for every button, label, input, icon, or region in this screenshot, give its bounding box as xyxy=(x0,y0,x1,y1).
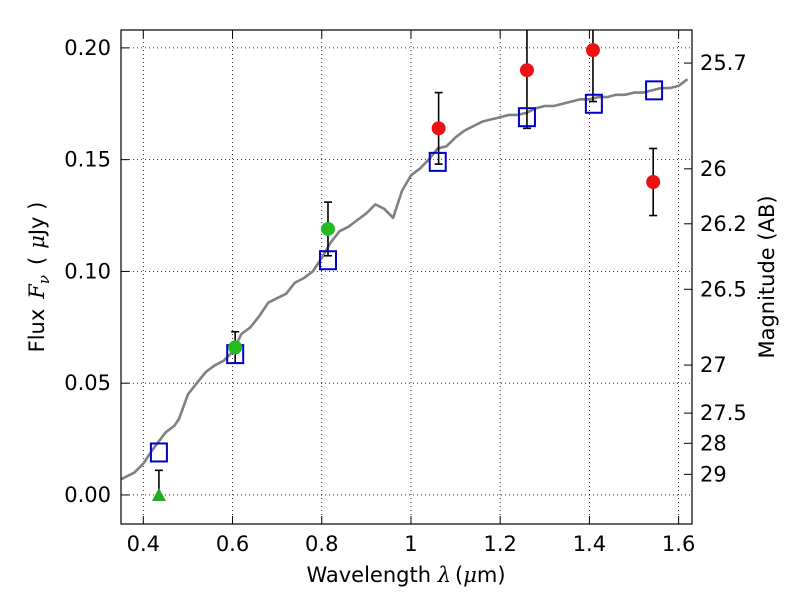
model-photometry-square xyxy=(517,107,536,128)
x-tick-label: 0.6 xyxy=(216,532,249,556)
magnitude-tick-label: 27 xyxy=(700,353,727,377)
x-tick-label: 0.8 xyxy=(305,532,338,556)
x-tick-label: 1.2 xyxy=(483,532,516,556)
y-tick-label: 0.10 xyxy=(64,259,111,283)
model-photometry-square xyxy=(428,151,447,172)
ticks: 0.4 0.6 0.8 1 1.2 1.4 1.6 0.00 0.05 0.10 0.15 0.20 2… xyxy=(64,30,747,556)
model-photometry-square xyxy=(318,250,337,271)
magnitude-axis-title: Magnitude (AB) xyxy=(755,195,779,358)
y-axis-unit-rest: Jy ) xyxy=(25,202,49,238)
upper-limit-triangle xyxy=(151,487,166,501)
grid xyxy=(121,30,692,524)
plot-frame xyxy=(120,29,693,525)
x-tick-label: 0.4 xyxy=(127,532,160,556)
y-axis-title: Flux Fν ( μJy ) xyxy=(25,202,53,353)
magnitude-tick-label: 28 xyxy=(700,431,727,455)
magnitude-tick-label: 26 xyxy=(700,157,727,181)
x-axis-symbol: λ xyxy=(437,563,451,587)
nir-detection-point xyxy=(646,175,661,189)
y-axis-unit-open: ( xyxy=(25,257,49,265)
x-axis-unit-rest: m) xyxy=(477,563,506,587)
spectrum-line-layer xyxy=(120,78,689,481)
x-tick-label: 1.4 xyxy=(573,532,606,556)
y-axis-label: Flux xyxy=(25,309,49,353)
optical-detection-point xyxy=(228,340,243,355)
model-spectrum-line xyxy=(120,78,689,481)
y-axis-subscript: ν xyxy=(35,275,53,284)
y-axis-symbol: F xyxy=(25,283,49,300)
nir-detection-point xyxy=(519,63,534,78)
magnitude-tick-label: 25.7 xyxy=(700,51,747,75)
x-axis-label: Wavelength xyxy=(306,563,431,587)
magnitude-tick-label: 29 xyxy=(700,462,727,486)
y-tick-label: 0.20 xyxy=(64,36,111,60)
y-tick-label: 0.15 xyxy=(64,148,111,172)
x-tick-label: 1 xyxy=(404,532,417,556)
model-photometry-square xyxy=(645,80,664,101)
model-photometry-square xyxy=(149,442,168,463)
x-axis-unit-open: ( xyxy=(455,563,463,587)
nir-detection-point xyxy=(431,121,446,136)
y-tick-label: 0.05 xyxy=(64,371,111,395)
x-axis-title: Wavelength λ (μm) xyxy=(306,563,505,587)
magnitude-tick-label: 27.5 xyxy=(700,401,747,425)
x-axis-unit-mu: μ xyxy=(463,563,477,587)
nir-detection-point xyxy=(585,43,600,58)
markers xyxy=(149,43,664,501)
magnitude-tick-label: 26.5 xyxy=(700,277,747,301)
model-photometry-square xyxy=(584,93,603,114)
y-axis-unit-mu: μ xyxy=(25,235,49,249)
optical-detection-point xyxy=(320,221,335,236)
y-tick-label: 0.00 xyxy=(64,483,111,507)
magnitude-tick-label: 26.2 xyxy=(700,212,747,236)
x-tick-label: 1.6 xyxy=(662,532,695,556)
